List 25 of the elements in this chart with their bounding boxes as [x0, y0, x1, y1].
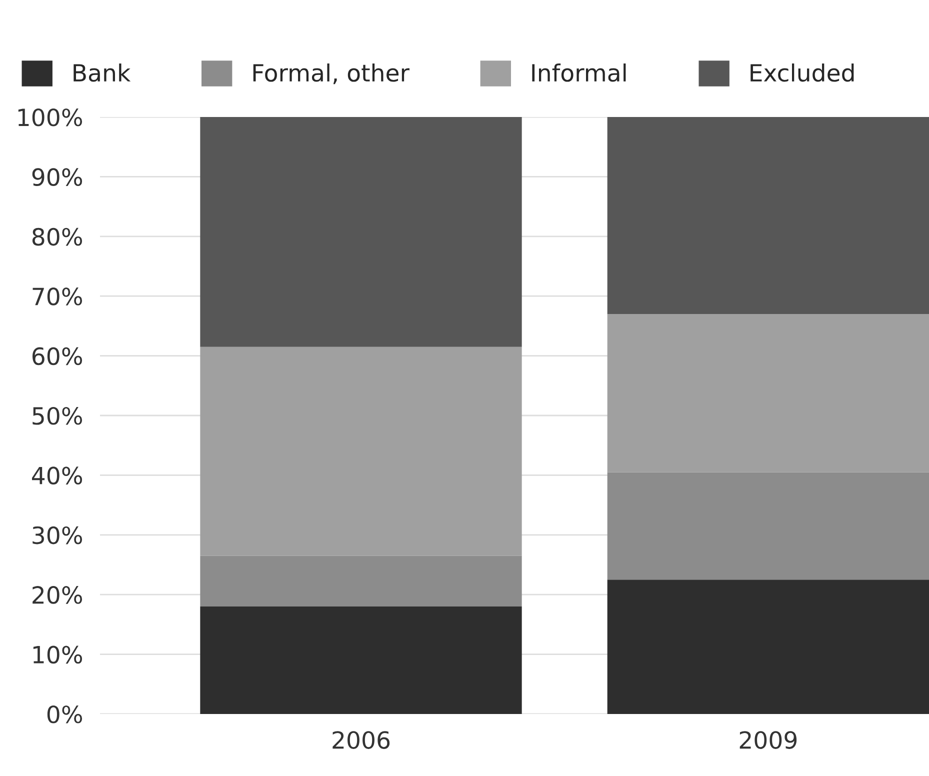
y-tick-label: 50%	[32, 406, 82, 425]
bar	[607, 580, 929, 714]
bar	[200, 556, 522, 607]
y-tick-label: 10%	[33, 646, 82, 664]
y-tick-label: 20%	[32, 586, 82, 604]
bar	[200, 606, 522, 714]
legend-label: Excluded	[750, 63, 854, 82]
legend-label: Formal, other	[253, 63, 410, 84]
legend-label: Informal	[532, 63, 626, 82]
y-tick-label: 40%	[32, 466, 82, 485]
y-tick-label: 30%	[32, 526, 82, 544]
x-tick-label: 2009	[740, 731, 797, 749]
y-tick-label: 60%	[32, 347, 82, 366]
y-tick-label: 70%	[32, 288, 82, 306]
y-tick-label: 100%	[18, 108, 82, 126]
bar	[607, 117, 929, 314]
y-tick-label: 0%	[47, 705, 82, 724]
bar	[200, 117, 522, 347]
y-tick-label: 80%	[32, 228, 82, 246]
bar	[607, 314, 929, 472]
bar	[607, 472, 929, 580]
y-tick-label: 90%	[32, 168, 82, 186]
x-tick-label: 2006	[332, 731, 390, 749]
legend-label: Bank	[74, 63, 131, 82]
bar	[200, 346, 522, 556]
